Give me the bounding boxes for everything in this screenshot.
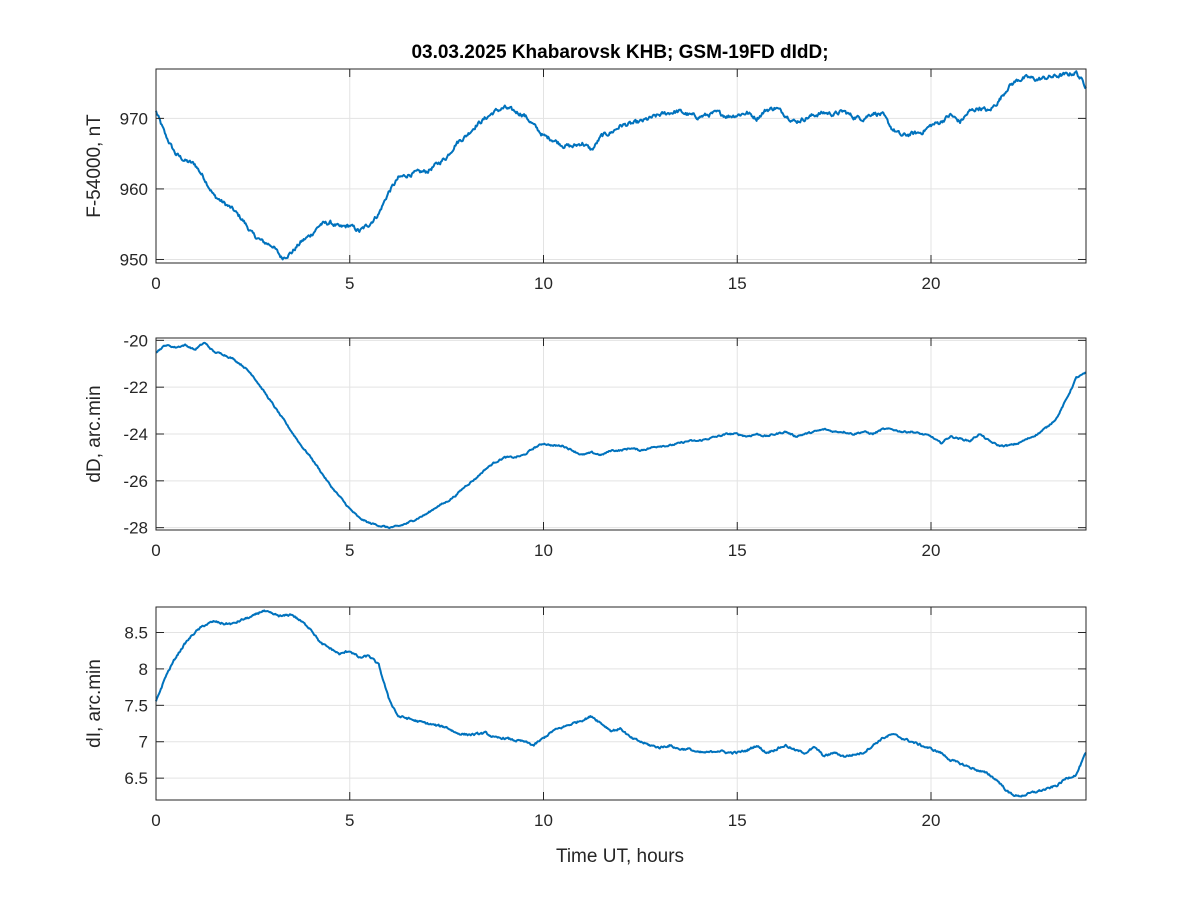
plot-area (156, 69, 1086, 263)
axes-box (155, 606, 1087, 801)
x-tick-label: 20 (922, 811, 941, 830)
x-tick-label: 20 (922, 541, 941, 560)
y-tick-label: -20 (123, 331, 148, 350)
x-tick-label: 10 (534, 811, 553, 830)
panel-f-total-field: 0 5 10 15 20 950 960 970 F-54000, nT (84, 68, 1087, 293)
plot-area (156, 607, 1086, 800)
y-tick-label: -28 (123, 519, 148, 538)
y-tick-label: -24 (123, 425, 148, 444)
y-tick-label: 6.5 (124, 769, 148, 788)
x-tick-label: 15 (728, 274, 747, 293)
x-tick-label: 0 (151, 541, 160, 560)
panel-i-inclination: 0 5 10 15 20 6.5 7 7.5 8 8.5 dI, arc.min (84, 606, 1087, 830)
x-tick-label: 10 (534, 274, 553, 293)
x-tick-label: 15 (728, 811, 747, 830)
y-tick-label: 970 (120, 109, 148, 128)
y-tick-label: 7.5 (124, 696, 148, 715)
series-line (155, 341, 1087, 530)
series-line (155, 70, 1087, 261)
x-tick-label: 20 (922, 274, 941, 293)
series-line (155, 609, 1087, 798)
y-tick-label: 950 (120, 250, 148, 269)
y-tick-label: 8.5 (124, 623, 148, 642)
x-tick-label: 0 (151, 274, 160, 293)
y-axis-label: F-54000, nT (84, 114, 105, 218)
chart-title: 03.03.2025 Khabarovsk KHB; GSM-19FD dIdD… (411, 42, 828, 63)
y-tick-label: 960 (120, 180, 148, 199)
y-tick-label: 8 (139, 660, 148, 679)
x-tick-label: 15 (728, 541, 747, 560)
x-tick-label: 5 (345, 274, 354, 293)
axes-box (155, 68, 1087, 264)
x-tick-label: 5 (345, 541, 354, 560)
x-tick-label: 10 (534, 541, 553, 560)
x-axis-label: Time UT, hours (556, 846, 684, 867)
x-tick-label: 0 (151, 811, 160, 830)
panel-d-declination: 0 5 10 15 20 -28 -26 -24 -22 -20 dD, arc.min (84, 331, 1087, 560)
y-tick-label: -22 (123, 378, 148, 397)
y-tick-label: -26 (123, 472, 148, 491)
y-axis-label: dD, arc.min (84, 385, 105, 482)
y-tick-label: 7 (139, 733, 148, 752)
x-tick-label: 5 (345, 811, 354, 830)
y-axis-label: dI, arc.min (84, 659, 105, 748)
